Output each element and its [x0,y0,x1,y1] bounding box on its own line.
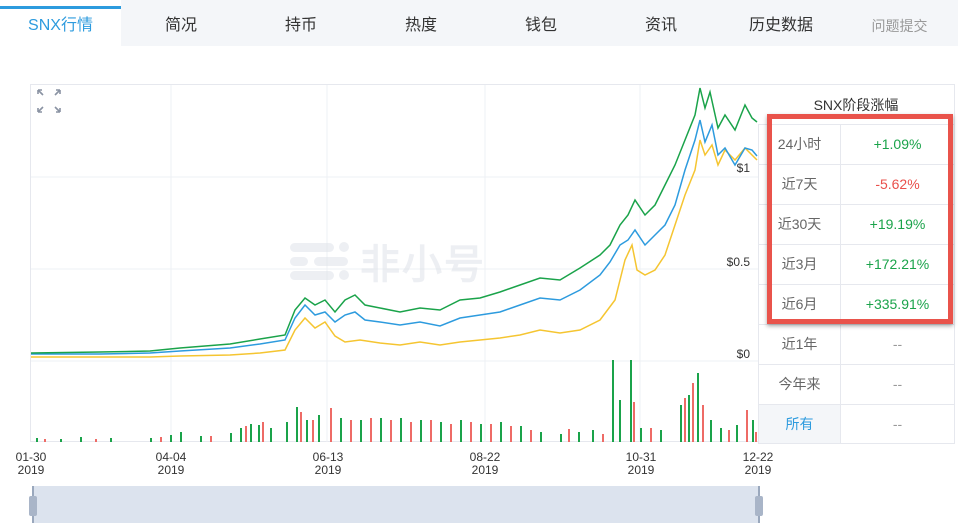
price-chart [30,84,758,442]
x-axis-label: 12-22 2019 [742,450,774,477]
stats-row: 近30天 +19.19% [758,204,955,244]
tab-popularity[interactable]: 热度 [404,17,437,34]
volume-bars [36,360,757,442]
tab-news[interactable]: 资讯 [644,17,677,34]
stats-row: 近1年 -- [758,324,955,364]
stats-title: SNX阶段涨幅 [758,84,955,124]
range-start-handle[interactable] [29,496,37,516]
tab-feedback[interactable]: 问题提交 [871,18,928,34]
x-axis-label: 08-22 2019 [469,450,501,477]
stats-row: 24小时 +1.09% [758,124,955,164]
tab-overview[interactable]: 简况 [164,17,197,34]
y-axis-label-0: $0 [736,347,750,361]
stage-change-table: SNX阶段涨幅 24小时 +1.09% 近7天 -5.62% 近30天 +19.… [758,84,955,444]
stats-row-all[interactable]: 所有 -- [758,404,955,444]
stats-row: 今年来 -- [758,364,955,404]
fullscreen-icon[interactable] [36,88,62,116]
price-line-blue [31,119,758,355]
price-line-green [30,87,758,354]
stats-row: 近6月 +335.91% [758,284,955,324]
tab-snx-market[interactable]: SNX行情 [0,0,121,46]
x-axis-label: 01-30 2019 [15,450,47,477]
date-range-navigator[interactable] [29,486,763,523]
price-line-yellow [31,139,758,358]
range-end-handle[interactable] [755,496,763,516]
y-axis-label-1: $1 [736,161,750,175]
stats-row: 近3月 +172.21% [758,244,955,284]
tab-history[interactable]: 历史数据 [748,17,813,34]
x-axis-label: 04-04 2019 [155,450,187,477]
stats-row: 近7天 -5.62% [758,164,955,204]
x-axis-label: 06-13 2019 [312,450,344,477]
watermark-logo-icon [290,242,349,280]
x-axis-label: 10-31 2019 [625,450,657,477]
tab-wallet[interactable]: 钱包 [524,17,557,34]
tab-holdings[interactable]: 持币 [284,17,317,34]
watermark-text: 非小号 [360,243,486,287]
tab-bar: SNX行情 简况 持币 热度 钱包 资讯 历史数据 问题提交 [0,0,958,46]
y-axis-label-0-5: $0.5 [726,255,750,269]
watermark: 非小号 [290,232,486,290]
